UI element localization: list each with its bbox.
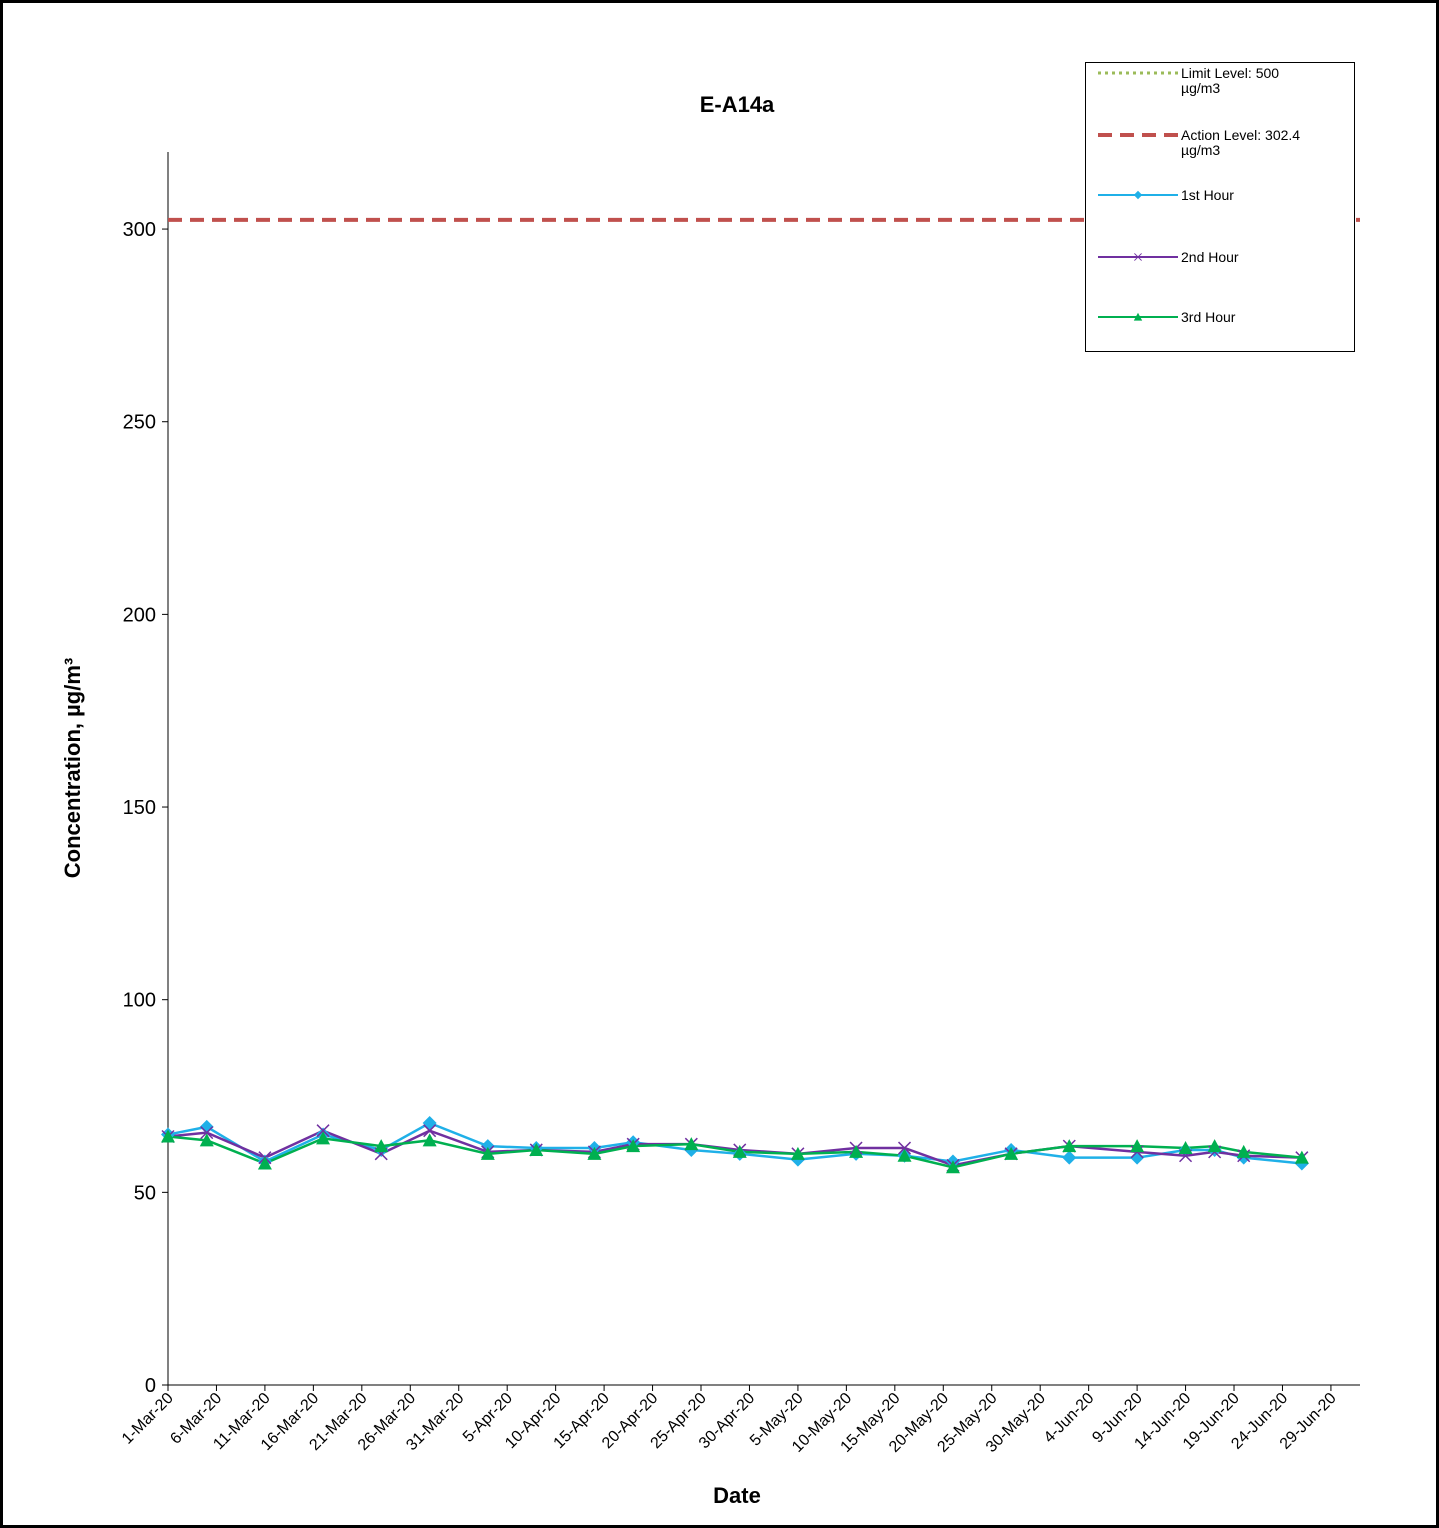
marker: [897, 1148, 912, 1162]
marker: [423, 1124, 437, 1138]
y-tick-label: 100: [123, 990, 156, 1012]
legend-item: Action Level: 302.4 µg/m3: [1086, 127, 1356, 167]
marker: [374, 1139, 389, 1153]
marker: [200, 1126, 214, 1140]
legend-swatch: [1098, 253, 1178, 261]
marker: [1134, 253, 1142, 261]
marker: [1133, 312, 1143, 321]
legend-item: Limit Level: 500 µg/m3: [1086, 65, 1356, 105]
y-tick-label: 300: [123, 219, 156, 241]
marker: [316, 1131, 331, 1145]
marker: [199, 1119, 214, 1134]
legend-item: 2nd Hour: [1086, 249, 1356, 289]
marker: [1207, 1139, 1222, 1153]
series-line: [167, 1129, 1302, 1167]
marker: [199, 1133, 214, 1147]
marker: [257, 1156, 272, 1170]
x-axis-title: Date: [713, 1483, 761, 1508]
marker: [422, 1133, 437, 1147]
marker: [1236, 1144, 1251, 1158]
legend-label: Action Level: 302.4 µg/m3: [1181, 127, 1301, 158]
legend-swatch: [1098, 71, 1178, 75]
marker: [626, 1139, 641, 1153]
legend-label: 3rd Hour: [1181, 309, 1236, 325]
marker: [1062, 1139, 1077, 1153]
y-tick-label: 200: [123, 604, 156, 626]
marker: [316, 1124, 330, 1138]
marker: [480, 1146, 495, 1160]
y-tick-label: 250: [123, 412, 156, 434]
y-tick-label: 150: [123, 797, 156, 819]
marker: [732, 1144, 747, 1158]
marker: [1294, 1150, 1309, 1164]
legend-swatch: [1098, 190, 1178, 200]
x-tick-label: 4-Jun-20: [1041, 1390, 1098, 1447]
legend-item: 1st Hour: [1086, 187, 1356, 227]
legend-label: 1st Hour: [1181, 187, 1234, 203]
legend-swatch: [1098, 312, 1178, 321]
legend-item: 3rd Hour: [1086, 309, 1356, 349]
marker: [480, 1139, 495, 1154]
marker: [1130, 1139, 1145, 1153]
legend-label: Limit Level: 500 µg/m3: [1181, 65, 1280, 96]
marker: [1130, 1150, 1145, 1165]
legend-label: 2nd Hour: [1181, 249, 1239, 265]
marker: [1004, 1146, 1019, 1160]
marker: [849, 1144, 864, 1158]
marker: [161, 1129, 175, 1143]
marker: [1133, 190, 1143, 200]
legend: Limit Level: 500 µg/m3 Action Level: 302.…: [1085, 62, 1355, 352]
marker: [1178, 1141, 1193, 1155]
x-tick-label: 1-Mar-20: [119, 1390, 177, 1448]
marker: [587, 1146, 602, 1160]
marker: [945, 1160, 960, 1174]
marker: [897, 1141, 912, 1155]
y-axis-title: Concentration, µg/m³: [60, 658, 85, 878]
chart-title: E-A14a: [700, 92, 775, 117]
y-tick-label: 0: [145, 1375, 156, 1397]
marker: [529, 1142, 544, 1156]
marker: [790, 1146, 805, 1160]
marker: [422, 1115, 437, 1130]
y-tick-label: 50: [134, 1182, 156, 1204]
legend-swatch: [1098, 133, 1178, 137]
marker: [684, 1137, 699, 1151]
marker: [1062, 1150, 1077, 1165]
